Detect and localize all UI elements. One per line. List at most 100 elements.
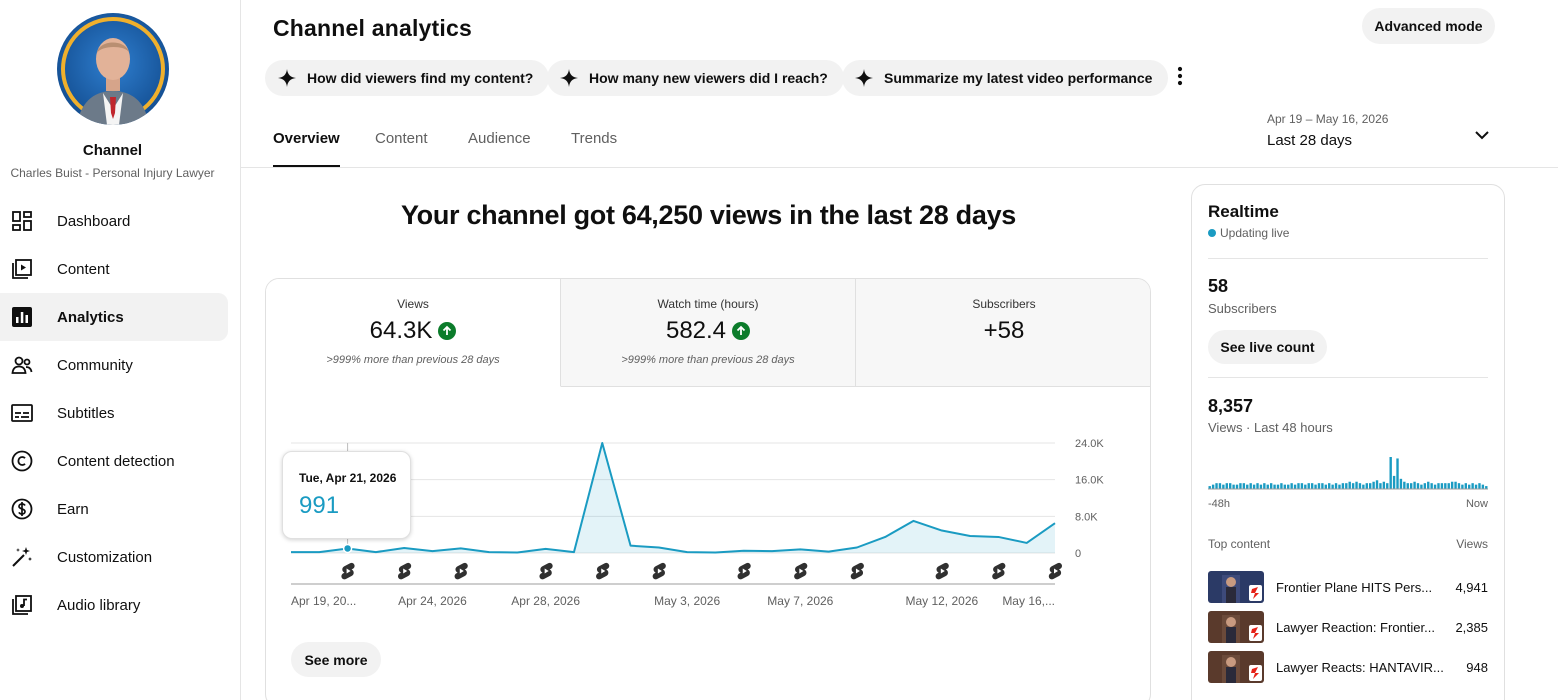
shorts-icon[interactable] (652, 562, 666, 580)
magic-wand-icon (12, 547, 32, 567)
suggestion-chip-viewers[interactable]: How did viewers find my content? (265, 60, 550, 96)
y-tick-label: 8.0K (1075, 511, 1098, 523)
metric-value: +58 (983, 317, 1025, 344)
spark-bar (1314, 484, 1317, 489)
shorts-icon[interactable] (992, 562, 1006, 580)
advanced-mode-button[interactable]: Advanced mode (1362, 8, 1495, 44)
sidebar-item-audio-library[interactable]: Audio library (0, 581, 228, 629)
divider (1208, 377, 1488, 378)
spark-bar (1256, 483, 1259, 489)
spark-bar (1249, 483, 1252, 489)
metric-subscribers[interactable]: Subscribers +58 (856, 279, 1150, 387)
sidebar-item-label: Earn (57, 500, 89, 518)
more-vert-icon[interactable] (1168, 64, 1192, 90)
spark-bar (1447, 483, 1450, 489)
sidebar-item-dashboard[interactable]: Dashboard (0, 197, 228, 245)
video-thumbnail (1208, 611, 1264, 643)
see-live-count-button[interactable]: See live count (1208, 330, 1327, 364)
chip-label: How did viewers find my content? (307, 70, 534, 86)
metric-value: 582.4 (665, 317, 727, 344)
shorts-icon[interactable] (850, 562, 864, 580)
spark-bar (1474, 484, 1478, 489)
sidebar-item-subtitles[interactable]: Subtitles (0, 389, 228, 437)
metric-label: Views (397, 297, 429, 311)
spark-bar (1235, 484, 1239, 489)
spark-bar (1420, 484, 1423, 489)
top-content-row[interactable]: Lawyer Reacts: HANTAVIR... 948 (1208, 651, 1488, 685)
spark-bar (1382, 481, 1386, 489)
trend-up-icon (732, 322, 751, 340)
metric-views[interactable]: Views 64.3K >999% more than previous 28 … (266, 279, 561, 387)
top-content-views-header: Views (1456, 537, 1488, 551)
sidebar-item-label: Dashboard (57, 212, 131, 230)
see-more-button[interactable]: See more (291, 642, 381, 677)
sidebar-item-community[interactable]: Community (0, 341, 228, 389)
sidebar-item-customization[interactable]: Customization (0, 533, 228, 581)
realtime-views-value: 8,357 (1208, 396, 1254, 416)
tab-content[interactable]: Content (375, 130, 428, 147)
sidebar-item-label: Audio library (57, 596, 141, 614)
shorts-icon[interactable] (935, 562, 949, 580)
date-range-selector[interactable]: Apr 19 – May 16, 2026 Last 28 days (1267, 112, 1497, 156)
realtime-views-sparkline[interactable] (1208, 447, 1488, 491)
shorts-icon[interactable] (794, 562, 808, 580)
suggestion-chip-summarize[interactable]: Summarize my latest video performance (842, 60, 1169, 96)
shorts-icon[interactable] (397, 562, 412, 580)
shorts-icon[interactable] (341, 562, 355, 580)
channel-label: Channel (82, 142, 143, 159)
spark-bar (1345, 483, 1348, 489)
sidebar-item-label: Content detection (57, 452, 175, 470)
metric-label: Subscribers (972, 297, 1036, 311)
shorts-icon[interactable] (596, 562, 610, 580)
chip-label: How many new viewers did I reach? (589, 70, 828, 86)
realtime-card: Realtime Updating live 58 Subscribers Se… (1191, 184, 1505, 700)
shorts-icon[interactable] (539, 562, 553, 580)
content-icon (12, 259, 32, 279)
spark-bar (1427, 481, 1430, 489)
shorts-icon[interactable] (1048, 562, 1062, 580)
x-tick-label: May 7, 2026 (767, 594, 833, 608)
metric-value-row: 582.4 (561, 317, 855, 345)
spark-bar (1307, 483, 1310, 489)
spark-bar (1324, 484, 1327, 489)
shorts-icon[interactable] (454, 562, 468, 580)
sidebar-item-label: Analytics (57, 308, 124, 326)
top-content-row[interactable]: Frontier Plane HITS Pers... 4,941 (1208, 571, 1488, 605)
spark-bar (1300, 483, 1304, 489)
tabs-divider (241, 167, 1558, 168)
spark-bar (1222, 484, 1225, 489)
spark-bar (1454, 481, 1457, 489)
y-tick-label: 0 (1075, 548, 1081, 560)
shorts-icon[interactable] (737, 562, 751, 580)
sidebar-item-content[interactable]: Content (0, 245, 228, 293)
spark-bar (1392, 475, 1396, 489)
spark-bar (1293, 484, 1297, 489)
metric-compare: >999% more than previous 28 days (621, 354, 795, 366)
suggestion-chip-new-viewers[interactable]: How many new viewers did I reach? (547, 60, 844, 96)
tab-overview[interactable]: Overview (273, 130, 340, 168)
spark-bar (1252, 484, 1256, 489)
metric-value-row: +58 (856, 317, 1150, 345)
spark-bar (1273, 484, 1276, 489)
sidebar-nav: Dashboard Content Analytics (0, 197, 241, 629)
spark-bar (1218, 483, 1222, 489)
tab-trends[interactable]: Trends (571, 130, 618, 147)
video-views: 948 (1466, 660, 1488, 675)
sidebar-item-analytics[interactable]: Analytics (0, 293, 228, 341)
tab-audience[interactable]: Audience (468, 130, 531, 147)
top-content-row[interactable]: Lawyer Reaction: Frontier... 2,385 (1208, 611, 1488, 645)
spark-bar (1437, 483, 1440, 489)
channel-avatar[interactable] (57, 13, 169, 125)
sidebar-item-content-detection[interactable]: Content detection (0, 437, 228, 485)
page-title: Channel analytics (273, 15, 472, 41)
video-title: Lawyer Reacts: HANTAVIR... (1276, 660, 1444, 675)
metric-watch-time[interactable]: Watch time (hours) 582.4 >999% more than… (561, 279, 856, 387)
spark-bar (1334, 483, 1338, 489)
spark-bar (1331, 484, 1334, 489)
x-tick-label: Apr 28, 2026 (511, 594, 580, 608)
sidebar-item-earn[interactable]: Earn (0, 485, 228, 533)
metric-label: Watch time (hours) (657, 297, 759, 311)
spark-bar (1362, 484, 1365, 489)
spark-bar (1386, 483, 1389, 489)
spark-bar (1290, 483, 1293, 489)
